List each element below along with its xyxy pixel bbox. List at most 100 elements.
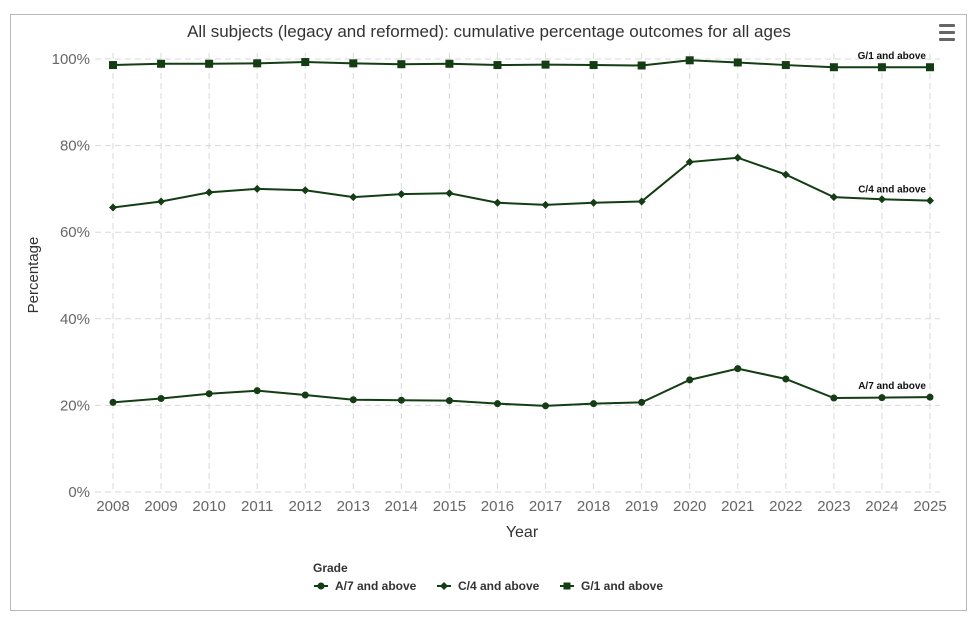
x-tick-label: 2025 bbox=[913, 498, 946, 515]
data-point bbox=[397, 60, 406, 69]
data-point bbox=[301, 58, 310, 67]
y-tick-label: 40% bbox=[60, 311, 90, 328]
data-point bbox=[877, 195, 886, 204]
data-point bbox=[317, 582, 325, 590]
data-point bbox=[733, 58, 742, 67]
data-point bbox=[829, 193, 838, 202]
data-point bbox=[493, 400, 501, 408]
data-point bbox=[157, 394, 165, 402]
data-point bbox=[445, 189, 454, 198]
data-point bbox=[301, 391, 309, 399]
y-tick-label: 20% bbox=[60, 397, 90, 414]
data-point bbox=[493, 61, 502, 70]
data-point bbox=[157, 197, 166, 206]
legend-item-label: A/7 and above bbox=[335, 579, 417, 593]
data-point bbox=[686, 376, 694, 384]
x-tick-label: 2016 bbox=[481, 498, 514, 515]
x-tick-label: 2023 bbox=[817, 498, 850, 515]
x-tick-label: 2011 bbox=[241, 498, 273, 515]
series-end-label: A/7 and above bbox=[858, 381, 926, 392]
data-point bbox=[541, 200, 550, 209]
data-point bbox=[877, 63, 886, 72]
data-point bbox=[563, 582, 571, 590]
data-point bbox=[637, 61, 646, 70]
x-tick-label: 2024 bbox=[865, 498, 898, 515]
data-point bbox=[205, 59, 214, 68]
x-tick-label: 2021 bbox=[721, 498, 754, 515]
data-point bbox=[638, 398, 646, 406]
data-point bbox=[878, 394, 886, 402]
legend: Grade A/7 and above C/4 and above G/1 and … bbox=[313, 561, 663, 593]
data-point bbox=[445, 59, 454, 68]
x-tick-label: 2009 bbox=[144, 498, 177, 515]
series-group: G/1 and above bbox=[109, 51, 934, 72]
data-point bbox=[782, 375, 790, 383]
data-point bbox=[349, 396, 357, 404]
data-point bbox=[349, 59, 358, 68]
series: A/7 and above C/4 and above G/1 and above bbox=[109, 51, 934, 410]
data-point bbox=[590, 400, 598, 408]
y-tick-label: 100% bbox=[52, 51, 90, 68]
data-point bbox=[349, 193, 358, 202]
data-point bbox=[301, 186, 310, 195]
series-end-label: G/1 and above bbox=[858, 51, 927, 62]
data-point bbox=[253, 387, 261, 395]
data-point bbox=[637, 197, 646, 206]
data-point bbox=[205, 390, 213, 398]
data-point bbox=[109, 203, 117, 212]
data-point bbox=[109, 61, 117, 70]
series-group: C/4 and above bbox=[109, 153, 934, 212]
data-point bbox=[205, 188, 214, 197]
x-tick-label: 2012 bbox=[289, 498, 322, 515]
data-point bbox=[440, 582, 448, 590]
data-point bbox=[542, 402, 550, 410]
series-line bbox=[112, 156, 931, 209]
chart-title: All subjects (legacy and reformed): cumu… bbox=[187, 22, 791, 41]
legend-item-label: C/4 and above bbox=[458, 579, 540, 593]
y-tick-label: 60% bbox=[60, 224, 90, 241]
data-point bbox=[685, 158, 694, 167]
x-tick-label: 2015 bbox=[433, 498, 466, 515]
x-tick-label: 2018 bbox=[577, 498, 610, 515]
data-point bbox=[733, 153, 742, 162]
data-point bbox=[781, 170, 790, 179]
y-tick-label: 80% bbox=[60, 138, 90, 155]
axes: 0% 20% 40% 60% 80% 100% 2008 2009 2010 2011 2012 20… bbox=[52, 51, 947, 515]
data-point bbox=[589, 61, 598, 70]
data-point bbox=[397, 190, 406, 199]
data-point bbox=[734, 365, 742, 373]
chart-container bbox=[10, 14, 967, 611]
data-point bbox=[926, 196, 934, 205]
data-point bbox=[685, 56, 694, 65]
data-point bbox=[829, 63, 838, 72]
data-point bbox=[253, 184, 262, 193]
data-point bbox=[541, 60, 550, 69]
data-point bbox=[830, 394, 838, 402]
x-tick-label: 2020 bbox=[673, 498, 706, 515]
data-point bbox=[109, 398, 117, 406]
series-group: A/7 and above bbox=[109, 365, 934, 410]
series-line bbox=[112, 59, 930, 69]
x-tick-label: 2014 bbox=[385, 498, 418, 515]
x-axis-label: Year bbox=[506, 524, 539, 541]
data-point bbox=[445, 397, 453, 405]
grid bbox=[95, 53, 940, 493]
data-point bbox=[493, 198, 502, 207]
x-tick-label: 2022 bbox=[769, 498, 802, 515]
data-point bbox=[253, 59, 262, 68]
x-tick-label: 2019 bbox=[625, 498, 658, 515]
legend-title: Grade bbox=[313, 561, 348, 575]
hamburger-menu-icon[interactable] bbox=[937, 24, 959, 44]
data-point bbox=[926, 63, 934, 72]
legend-item-label: G/1 and above bbox=[581, 579, 663, 593]
x-tick-label: 2008 bbox=[96, 498, 129, 515]
x-tick-label: 2010 bbox=[192, 498, 225, 515]
data-point bbox=[926, 393, 934, 401]
series-line bbox=[112, 367, 931, 407]
x-tick-label: 2013 bbox=[337, 498, 370, 515]
y-axis-label: Percentage bbox=[25, 237, 42, 314]
data-point bbox=[589, 198, 598, 207]
data-point bbox=[157, 59, 166, 68]
series-end-label: C/4 and above bbox=[858, 185, 926, 196]
